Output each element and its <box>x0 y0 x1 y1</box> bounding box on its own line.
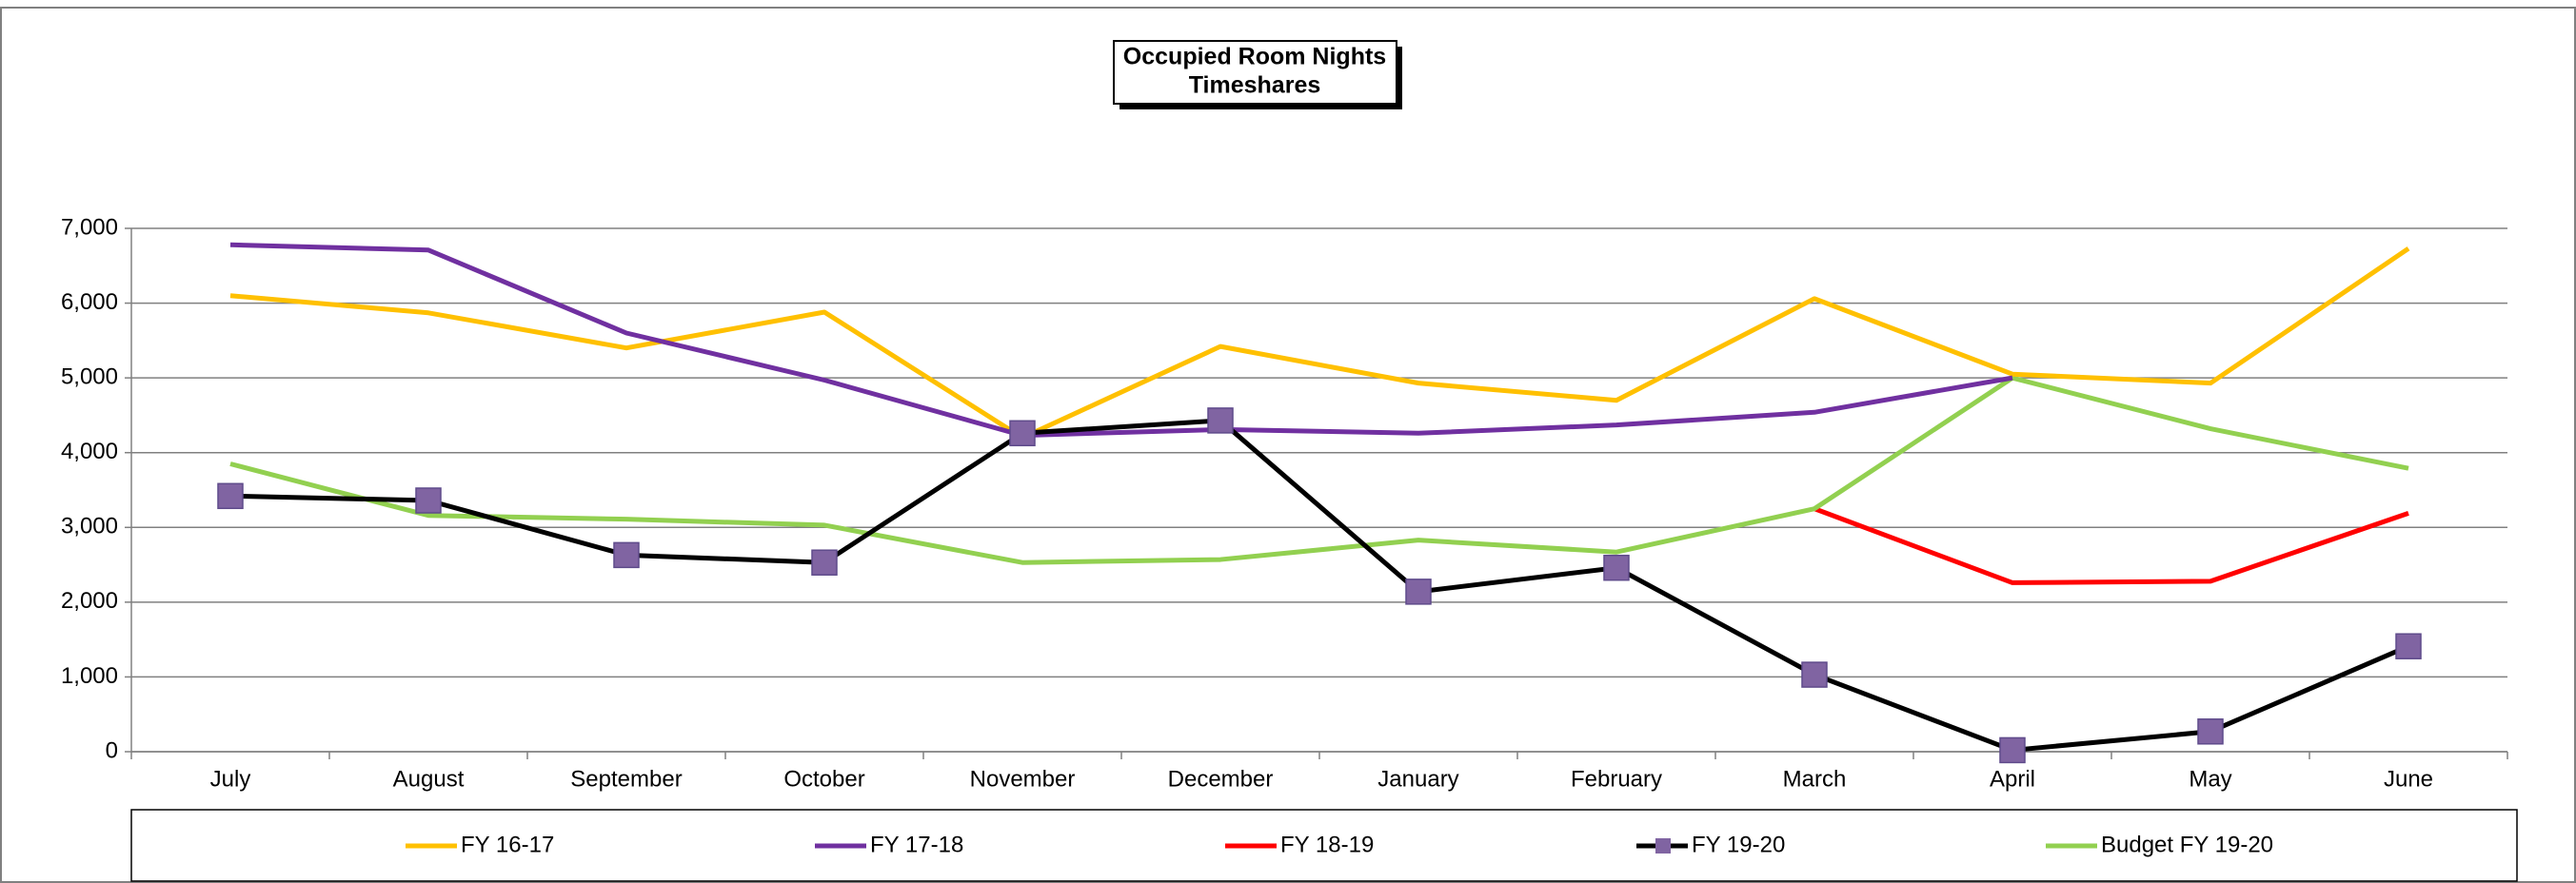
chart-title: Occupied Room Nights <box>1123 44 1386 70</box>
x-tick-label: September <box>570 766 682 792</box>
y-tick-label: 0 <box>106 737 118 763</box>
title-box <box>1113 40 1397 105</box>
data-marker <box>217 482 244 510</box>
x-tick-label: February <box>1571 766 1662 792</box>
legend-label: FY 16-17 <box>461 832 554 857</box>
x-tick-label: January <box>1377 766 1458 792</box>
y-tick-label: 1,000 <box>61 663 118 689</box>
series-line <box>1813 506 2409 585</box>
x-tick-label: April <box>1990 766 2035 792</box>
series-line <box>229 242 2013 439</box>
x-tick-label: July <box>210 766 251 792</box>
series-line <box>229 246 2410 441</box>
data-marker <box>1603 554 1630 581</box>
chart-border <box>0 7 2576 883</box>
legend-label: FY 17-18 <box>870 832 963 857</box>
data-marker <box>2395 633 2422 659</box>
data-marker <box>1405 579 1432 605</box>
legend-label: Budget FY 19-20 <box>2101 832 2273 857</box>
data-marker <box>613 541 640 569</box>
y-tick-label: 3,000 <box>61 514 118 540</box>
x-tick-label: May <box>2189 766 2231 792</box>
series-line <box>229 375 2409 565</box>
y-tick-label: 4,000 <box>61 439 118 464</box>
x-tick-label: March <box>1783 766 1847 792</box>
legend-label: FY 19-20 <box>1692 832 1785 857</box>
data-marker <box>811 549 838 576</box>
y-tick-label: 7,000 <box>61 214 118 240</box>
x-tick-label: October <box>783 766 864 792</box>
x-tick-label: December <box>1168 766 1274 792</box>
y-tick-label: 6,000 <box>61 289 118 315</box>
data-marker <box>1999 736 2026 764</box>
legend-box <box>130 809 2518 882</box>
x-tick-label: November <box>970 766 1076 792</box>
data-marker <box>1207 407 1234 434</box>
x-tick-label: June <box>2384 766 2433 792</box>
x-tick-label: August <box>393 766 465 792</box>
chart-subtitle: Timeshares <box>1189 72 1321 99</box>
y-tick-label: 5,000 <box>61 363 118 389</box>
data-marker <box>415 487 442 514</box>
legend-label: FY 18-19 <box>1280 832 1374 857</box>
series-line <box>229 418 2409 753</box>
data-marker <box>2197 718 2224 745</box>
legend-marker <box>1655 838 1671 854</box>
data-marker <box>1801 661 1828 688</box>
y-tick-label: 2,000 <box>61 588 118 614</box>
data-marker <box>1009 420 1036 447</box>
